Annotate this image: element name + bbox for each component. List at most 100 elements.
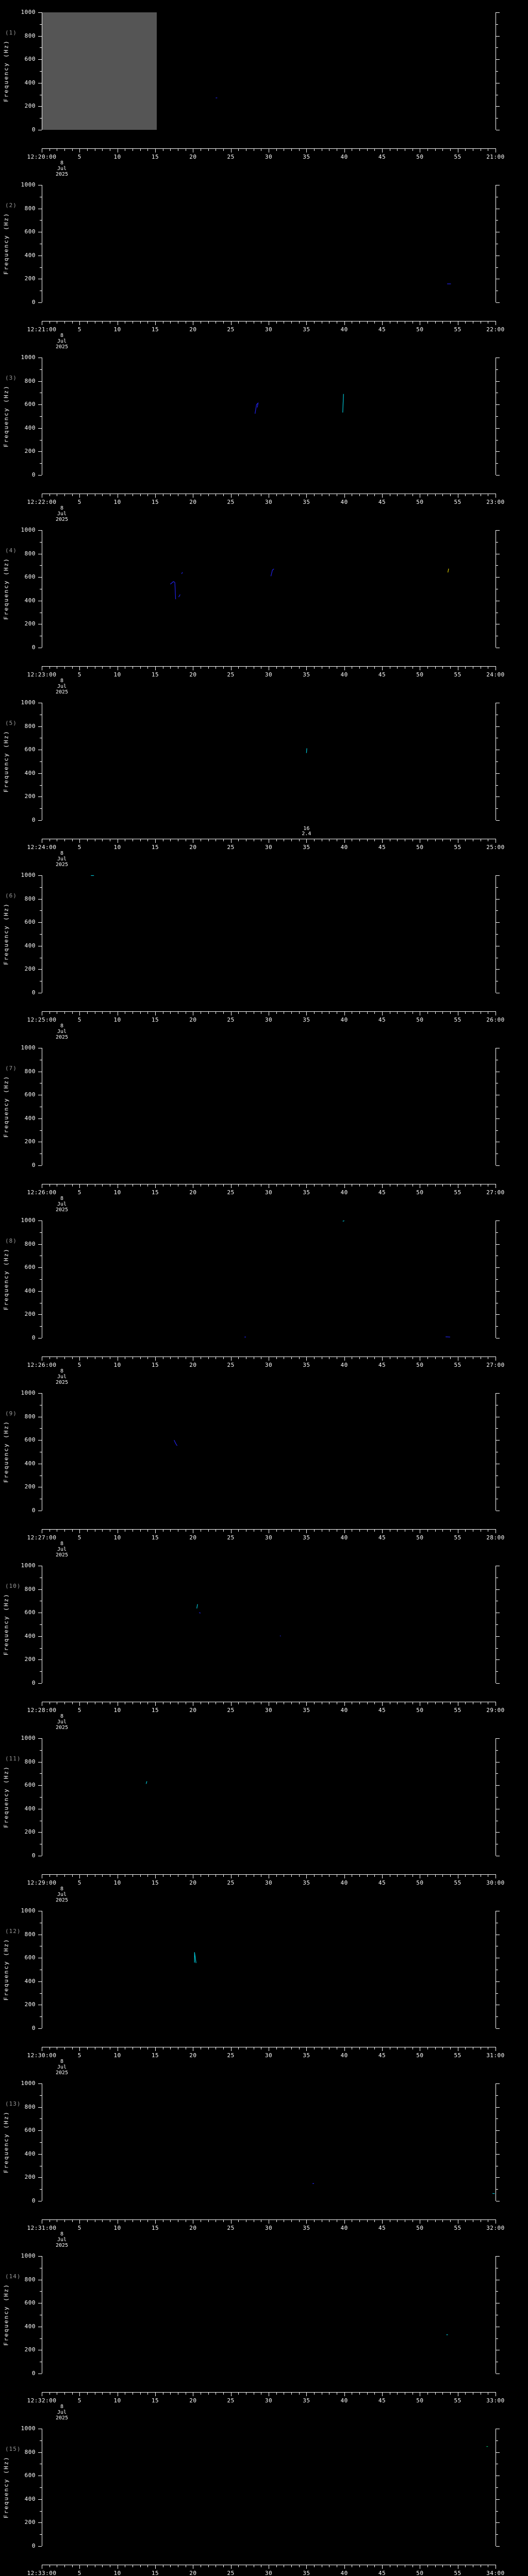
x-axis-date-stack: 8 Jul 2025 (56, 851, 68, 868)
x-tick-label: 30 (265, 154, 273, 160)
x-tick-major (155, 2219, 156, 2224)
y-tick-minor (496, 1326, 498, 1327)
x-tick-minor (299, 2219, 300, 2222)
y-tick-major (38, 1659, 42, 1660)
plot-area (42, 2083, 496, 2201)
y-tick-label: 1000 (21, 1735, 36, 1741)
x-tick-minor (442, 2047, 443, 2049)
date-line: 8 (60, 2404, 64, 2410)
x-tick-label: 45 (378, 1189, 386, 1196)
x-tick-minor (140, 1357, 141, 1359)
spectrogram-panel: 0 200 400 600 800 1000 Frequency (Hz) (3) 12:22:… (0, 346, 528, 522)
x-tick-major (306, 839, 307, 843)
x-tick-major (230, 1011, 232, 1015)
x-tick-minor (435, 839, 436, 841)
x-tick-label: 30 (265, 2225, 273, 2231)
y-tick-minor (496, 1993, 498, 1994)
x-tick-minor (72, 1529, 73, 1532)
x-tick-label: 55 (454, 1879, 461, 1886)
x-axis-start-label: 12:29:00 (27, 1879, 57, 1886)
x-tick-label: 20 (189, 154, 197, 160)
y-tick-major (38, 1393, 42, 1394)
y-tick-major (496, 1267, 500, 1268)
x-tick-minor (64, 1702, 65, 1704)
x-axis-end-label: 32:00 (486, 2225, 505, 2231)
x-tick-minor (87, 321, 88, 324)
y-tick-label: 400 (24, 1977, 36, 1985)
x-tick-minor (276, 1357, 277, 1359)
y-tick-label: 1000 (21, 1907, 36, 1914)
y-tick-label: 600 (24, 746, 36, 753)
x-tick-minor (140, 2392, 141, 2395)
y-tick-label: 200 (24, 2346, 36, 2353)
y-tick-label: 200 (24, 275, 36, 282)
y-tick-label: 600 (24, 1436, 36, 1444)
data-gap-shade (42, 12, 157, 130)
x-tick-major (344, 1357, 345, 1361)
x-tick-major (230, 321, 232, 325)
x-tick-minor (374, 2047, 375, 2049)
x-tick-minor (291, 1011, 292, 1014)
x-tick-minor (450, 1357, 451, 1359)
x-tick-minor (299, 1184, 300, 1187)
y-tick-minor (496, 1750, 498, 1751)
x-tick-minor (291, 666, 292, 669)
y-tick-minor (496, 47, 498, 48)
x-axis-end-label: 21:00 (486, 154, 505, 160)
x-tick-major (79, 2047, 80, 2051)
y-tick-major (496, 475, 500, 476)
x-tick-minor (72, 666, 73, 669)
y-tick-major (496, 2130, 500, 2131)
x-tick-label: 10 (113, 154, 121, 160)
x-tick-label: 20 (189, 671, 197, 678)
x-tick-minor (102, 1011, 103, 1014)
x-tick-minor (299, 2392, 300, 2395)
x-tick-major (344, 321, 345, 325)
x-tick-minor (359, 1011, 360, 1014)
x-tick-minor (367, 666, 368, 669)
date-line: 8 (60, 1714, 64, 1719)
x-tick-minor (140, 666, 141, 669)
x-tick-minor (374, 666, 375, 669)
x-tick-label: 45 (378, 1707, 386, 1714)
y-tick-label: 800 (24, 550, 36, 557)
x-tick-minor (397, 1874, 398, 1877)
date-line: Jul (57, 2064, 67, 2070)
y-tick-label: 400 (24, 79, 36, 86)
x-tick-minor (397, 1529, 398, 1532)
x-tick-label: 15 (151, 844, 159, 851)
y-tick-major (496, 1832, 500, 1833)
x-tick-minor (427, 839, 428, 841)
x-tick-minor (140, 494, 141, 496)
x-tick-major (230, 2047, 232, 2051)
y-tick-minor (40, 24, 42, 25)
y-tick-label: 1000 (21, 2425, 36, 2432)
x-tick-minor (465, 2047, 466, 2049)
x-tick-label: 10 (113, 1707, 121, 1714)
x-tick-major (382, 2565, 383, 2569)
y-tick-label: 1000 (21, 2080, 36, 2087)
panel-number: (7) (5, 1065, 17, 1072)
y-tick-label: 400 (24, 424, 36, 431)
x-tick-minor (64, 2392, 65, 2395)
y-tick-label: 200 (24, 1138, 36, 1145)
x-tick-minor (367, 1874, 368, 1877)
x-tick-minor (299, 1874, 300, 1877)
y-tick-major (38, 773, 42, 774)
x-tick-major (230, 2565, 232, 2569)
x-tick-label: 35 (303, 1362, 310, 1368)
y-tick-major (496, 1118, 500, 1119)
x-tick-minor (208, 839, 209, 841)
x-tick-label: 40 (340, 1534, 348, 1541)
x-tick-minor (72, 1357, 73, 1359)
signal-trace (270, 568, 274, 577)
x-tick-label: 25 (227, 1189, 235, 1196)
x-tick-major (230, 839, 232, 843)
spectrogram-panel: 0 200 400 600 800 1000 Frequency (Hz) (2) 12:21:… (0, 174, 528, 350)
x-tick-label: 35 (303, 2225, 310, 2231)
x-tick-minor (435, 2392, 436, 2395)
y-tick-major (496, 1314, 500, 1315)
x-tick-minor (442, 1702, 443, 1704)
x-tick-minor (102, 148, 103, 151)
x-tick-minor (465, 1529, 466, 1532)
